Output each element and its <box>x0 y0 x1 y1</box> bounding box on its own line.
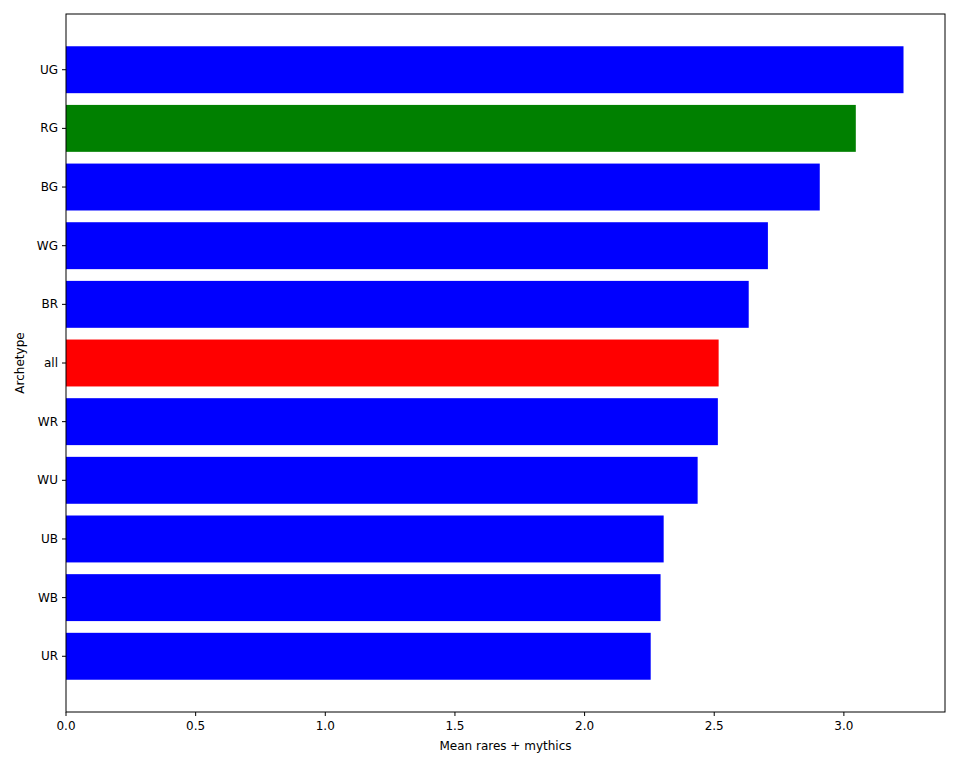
bar <box>66 457 698 504</box>
y-tick-label: all <box>44 356 58 370</box>
y-tick <box>62 538 66 539</box>
x-tick-label: 0.0 <box>56 719 75 733</box>
x-tick-label: 0.5 <box>186 719 205 733</box>
y-tick <box>62 304 66 305</box>
bars <box>66 46 904 679</box>
y-tick <box>62 245 66 246</box>
x-tick <box>843 712 844 716</box>
y-tick <box>62 69 66 70</box>
y-tick-label: BG <box>41 180 58 194</box>
bar <box>66 222 768 269</box>
x-tick-label: 2.5 <box>705 719 724 733</box>
y-tick-label: RG <box>40 121 58 135</box>
bar <box>66 105 856 152</box>
x-tick <box>325 712 326 716</box>
y-tick <box>62 421 66 422</box>
y-tick <box>62 480 66 481</box>
y-tick-label: WR <box>38 415 58 429</box>
chart-container: 0.0 0.5 1.0 1.5 2.0 2.5 3.0 UG RG BG WG BR all WR WU UB… <box>0 0 960 768</box>
bar <box>66 574 661 621</box>
y-tick <box>62 597 66 598</box>
bar <box>66 633 651 680</box>
bar <box>66 46 904 93</box>
y-tick-label: UR <box>41 649 58 663</box>
x-axis-label: Mean rares + mythics <box>439 739 571 753</box>
bar <box>66 398 718 445</box>
y-axis-label: Archetype <box>13 332 27 393</box>
y-tick <box>62 187 66 188</box>
bar <box>66 516 664 563</box>
chart: 0.0 0.5 1.0 1.5 2.0 2.5 3.0 UG RG BG WG BR all WR WU UB… <box>0 0 960 768</box>
x-tick-label: 3.0 <box>834 719 853 733</box>
y-tick-label: UB <box>41 532 58 546</box>
x-tick <box>714 712 715 716</box>
x-tick-label: 2.0 <box>575 719 594 733</box>
frame <box>66 14 945 712</box>
y-tick-label: WG <box>37 239 58 253</box>
y-tick-label: WU <box>37 473 58 487</box>
x-tick-label: 1.0 <box>316 719 335 733</box>
y-tick <box>62 656 66 657</box>
y-tick-label: UG <box>40 63 58 77</box>
x-tick <box>454 712 455 716</box>
bar <box>66 281 749 328</box>
x-tick <box>66 712 67 716</box>
bar <box>66 164 820 211</box>
y-tick-label: WB <box>38 591 58 605</box>
y-tick <box>62 363 66 364</box>
x-tick <box>584 712 585 716</box>
y-tick-label: BR <box>41 297 58 311</box>
x-tick <box>195 712 196 716</box>
bar <box>66 340 719 387</box>
x-tick-label: 1.5 <box>445 719 464 733</box>
y-tick <box>62 128 66 129</box>
